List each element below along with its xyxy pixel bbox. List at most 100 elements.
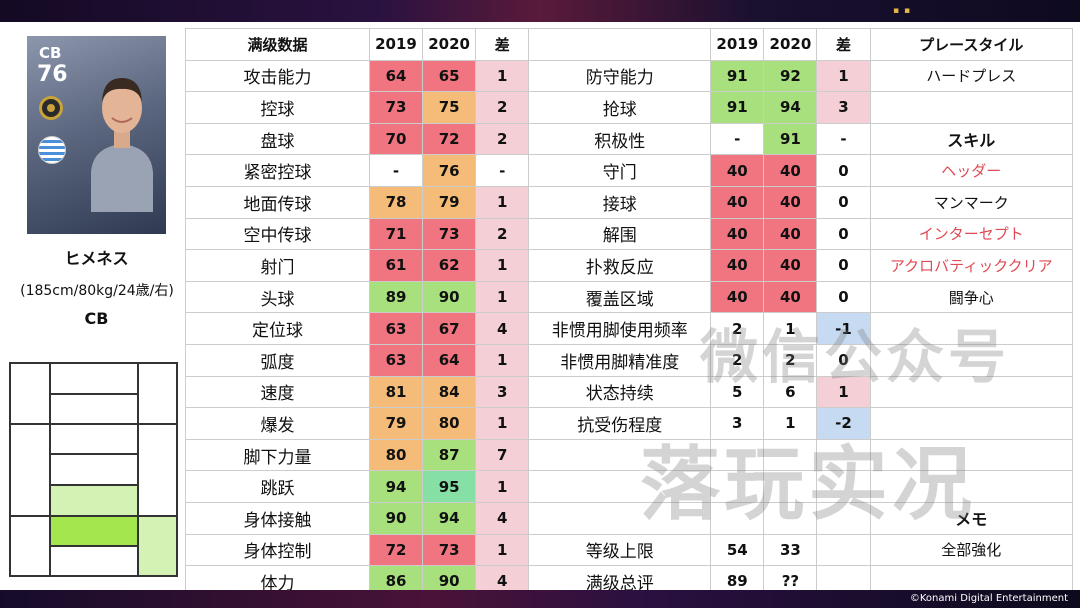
stat-diff: 4	[475, 501, 530, 535]
stat-diff: 2	[475, 122, 530, 156]
stat-label: 定位球	[185, 312, 370, 345]
stat-value-2020: 73	[422, 217, 477, 251]
side-cell	[869, 343, 1074, 377]
position-pitch	[9, 362, 178, 577]
stat-value-2019: 73	[368, 91, 424, 124]
stat-label: 身体接触	[185, 501, 370, 535]
stat-label: 身体控制	[185, 533, 370, 567]
stat-value-2019: 81	[368, 375, 424, 409]
stat-value-2020: 84	[422, 375, 477, 409]
stat-value-2020: 40	[763, 185, 818, 219]
pitch-zone	[50, 363, 138, 394]
stat-value-2020: 92	[763, 59, 818, 93]
stat-diff: -1	[816, 312, 871, 345]
memo-text: 全部強化	[869, 533, 1074, 567]
skill-item: 闘争心	[869, 280, 1074, 314]
stat-value-2020: 94	[763, 91, 818, 124]
stat-value-2019: 94	[368, 470, 424, 503]
stat-value-2020	[763, 501, 818, 535]
stat-value-2020: 64	[422, 343, 477, 377]
stat-value-2019: 63	[368, 343, 424, 377]
stat-diff	[816, 501, 871, 535]
side-cell	[869, 375, 1074, 409]
stat-diff	[816, 533, 871, 567]
stat-label: 地面传球	[185, 185, 370, 219]
stat-diff: 2	[475, 91, 530, 124]
column-header: 差	[816, 28, 871, 61]
stat-value-2019: 3	[710, 407, 765, 440]
stat-value-2020: 90	[422, 280, 477, 314]
stat-value-2020: 91	[763, 122, 818, 156]
table-row: 身体控制 72 73 1 等级上限 54 33 全部強化	[185, 533, 1074, 567]
stat-value-2019: 79	[368, 407, 424, 440]
column-header: 2019	[368, 28, 424, 61]
stat-diff: -2	[816, 407, 871, 440]
stat-label: 爆发	[185, 407, 370, 440]
stat-diff	[816, 470, 871, 503]
stat-diff: 1	[475, 343, 530, 377]
stat-label: 接球	[528, 185, 712, 219]
stat-label: 覆盖区域	[528, 280, 712, 314]
stat-diff: 7	[475, 438, 530, 472]
stat-value-2020: 76	[422, 154, 477, 187]
table-row: 攻击能力 64 65 1 防守能力 91 92 1 ハードプレス	[185, 59, 1074, 93]
stat-diff: -	[475, 154, 530, 187]
stat-value-2019: 54	[710, 533, 765, 567]
stat-label	[528, 438, 712, 472]
player-name: ヒメネス	[64, 249, 129, 268]
stat-value-2019: 5	[710, 375, 765, 409]
pitch-zone	[50, 424, 138, 454]
stat-value-2019: -	[368, 154, 424, 187]
copyright-text: ©Konami Digital Entertainment	[909, 593, 1068, 604]
column-header: 2020	[763, 28, 818, 61]
stat-value-2020	[763, 470, 818, 503]
stat-diff: -	[816, 122, 871, 156]
stat-label: 抢球	[528, 91, 712, 124]
stat-value-2019: 61	[368, 249, 424, 282]
bottom-banner: ©Konami Digital Entertainment	[0, 590, 1080, 608]
stat-diff: 0	[816, 343, 871, 377]
stat-diff: 1	[475, 533, 530, 567]
stat-value-2019: 64	[368, 59, 424, 93]
table-row: 控球 73 75 2 抢球 91 94 3	[185, 91, 1074, 124]
stat-label: 盘球	[185, 122, 370, 156]
stat-value-2020: 73	[422, 533, 477, 567]
stat-label: 射门	[185, 249, 370, 282]
stat-diff: 1	[475, 59, 530, 93]
coin-badge-icon	[39, 96, 63, 120]
column-header: プレースタイル	[869, 28, 1074, 61]
stat-label: 防守能力	[528, 59, 712, 93]
pitch-zone	[50, 454, 138, 485]
stat-value-2019: 80	[368, 438, 424, 472]
pitch-zone	[10, 424, 50, 516]
stat-label: 等级上限	[528, 533, 712, 567]
stats-table: 满级数据 2019 2020 差 2019 2020 差 プレースタイル 攻击能…	[185, 28, 1074, 598]
stat-label: 空中传球	[185, 217, 370, 251]
stat-diff: 1	[816, 375, 871, 409]
stat-label: 头球	[185, 280, 370, 314]
stat-value-2020	[763, 438, 818, 472]
stat-value-2020: 67	[422, 312, 477, 345]
stat-diff: 4	[475, 312, 530, 345]
table-row: 爆发 79 80 1 抗受伤程度 3 1 -2	[185, 407, 1074, 440]
club-logo-icon: ▪ ▪	[893, 6, 912, 16]
stat-value-2020: 75	[422, 91, 477, 124]
stat-value-2019: 90	[368, 501, 424, 535]
stat-value-2019: 63	[368, 312, 424, 345]
pitch-zone	[138, 363, 177, 424]
stat-diff: 1	[816, 59, 871, 93]
table-row: 紧密控球 - 76 - 守门 40 40 0 ヘッダー	[185, 154, 1074, 187]
stat-label: 攻击能力	[185, 59, 370, 93]
stat-value-2019: 91	[710, 59, 765, 93]
stat-value-2020: 87	[422, 438, 477, 472]
stat-label: 守门	[528, 154, 712, 187]
side-cell	[869, 91, 1074, 124]
stat-diff: 1	[475, 470, 530, 503]
stat-value-2019: 2	[710, 343, 765, 377]
pitch-zone	[138, 424, 177, 516]
table-row: 弧度 63 64 1 非惯用脚精准度 2 2 0	[185, 343, 1074, 377]
stat-diff: 0	[816, 185, 871, 219]
table-row: 速度 81 84 3 状态持续 5 6 1	[185, 375, 1074, 409]
table-row: 盘球 70 72 2 积极性 - 91 - スキル	[185, 122, 1074, 156]
table-header-row: 满级数据 2019 2020 差 2019 2020 差 プレースタイル	[185, 28, 1074, 61]
